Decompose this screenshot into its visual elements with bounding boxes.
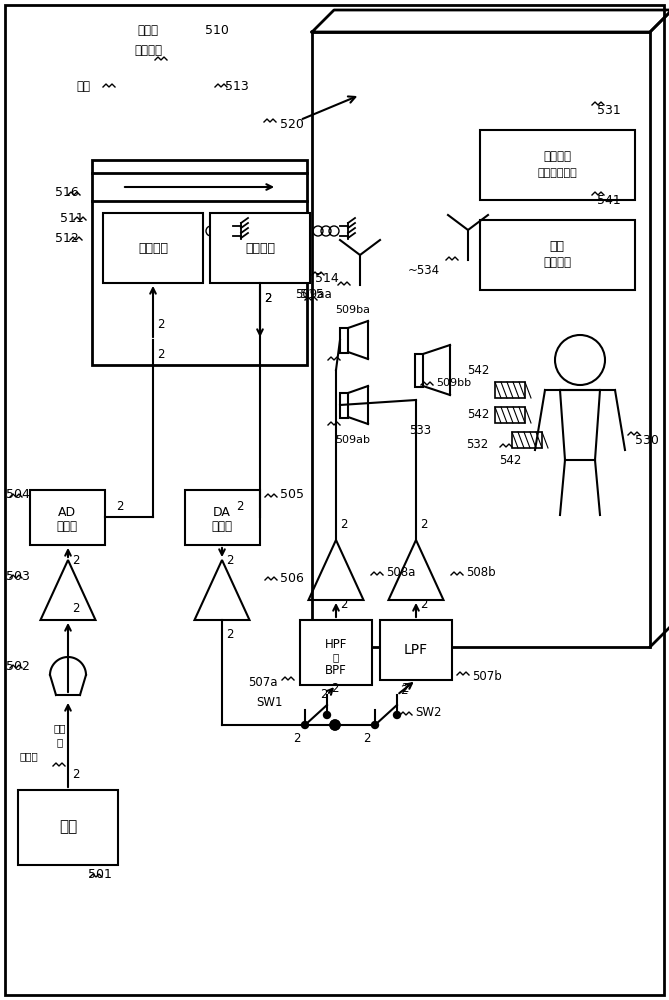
Text: 2: 2 <box>157 318 165 332</box>
Text: 2: 2 <box>420 518 427 532</box>
Bar <box>415 354 423 387</box>
Text: HPF: HPF <box>325 638 347 650</box>
Bar <box>495 407 525 423</box>
Text: 2: 2 <box>264 292 272 304</box>
Text: 2: 2 <box>341 598 348 611</box>
Text: 504: 504 <box>6 488 30 502</box>
Text: SW2: SW2 <box>415 706 442 720</box>
Bar <box>480 220 635 290</box>
Text: 変換器: 変換器 <box>211 520 233 534</box>
Text: 2: 2 <box>236 500 244 514</box>
Text: 530: 530 <box>635 434 659 446</box>
Text: 磁記録部: 磁記録部 <box>138 241 168 254</box>
Text: 520: 520 <box>280 118 304 131</box>
Text: 脳波数据: 脳波数据 <box>543 150 571 163</box>
Text: 542: 542 <box>468 408 490 422</box>
Text: 532: 532 <box>466 438 488 452</box>
Text: 502: 502 <box>6 660 30 672</box>
Text: 2: 2 <box>226 629 233 642</box>
Circle shape <box>393 712 401 718</box>
Text: 音: 音 <box>57 737 63 747</box>
Bar <box>92 160 307 365</box>
Text: 531: 531 <box>597 104 621 116</box>
Bar <box>495 382 525 398</box>
Text: 2: 2 <box>401 682 409 694</box>
Text: 511: 511 <box>60 212 84 225</box>
Text: 拍摄装置: 拍摄装置 <box>543 256 571 269</box>
Text: 2: 2 <box>226 554 233 566</box>
Text: 509aa: 509aa <box>295 288 332 302</box>
Text: 2: 2 <box>72 554 80 566</box>
Text: 508b: 508b <box>466 566 496 580</box>
Bar <box>512 432 542 448</box>
Text: 2: 2 <box>331 682 339 694</box>
Text: 509bb: 509bb <box>436 378 471 388</box>
Text: 503: 503 <box>6 570 30 582</box>
Bar <box>312 32 650 647</box>
Bar <box>103 213 203 283</box>
Text: 2: 2 <box>341 518 348 532</box>
Text: 508a: 508a <box>386 566 415 580</box>
Bar <box>340 393 348 418</box>
Text: 509ab: 509ab <box>335 435 370 445</box>
Bar <box>185 490 260 545</box>
Text: LPF: LPF <box>404 643 428 657</box>
Text: 509ba: 509ba <box>335 305 370 315</box>
Text: 接収記録装置: 接収記録装置 <box>537 168 577 178</box>
Bar <box>300 620 372 685</box>
Text: 542: 542 <box>499 454 521 466</box>
Text: 512: 512 <box>55 232 79 244</box>
Text: 2: 2 <box>320 688 328 702</box>
Circle shape <box>371 722 379 728</box>
Text: 磁帯: 磁帯 <box>76 80 90 93</box>
Text: AD: AD <box>58 506 76 518</box>
Text: 2: 2 <box>264 292 272 304</box>
Bar <box>18 790 118 865</box>
Text: 515: 515 <box>300 288 324 302</box>
Text: 2: 2 <box>400 684 407 696</box>
Text: 或: 或 <box>333 652 339 662</box>
Text: 506: 506 <box>280 572 304 584</box>
Bar <box>380 620 452 680</box>
Text: 505: 505 <box>280 488 304 502</box>
Text: 2: 2 <box>157 349 165 361</box>
Text: 513: 513 <box>225 80 249 93</box>
Text: 533: 533 <box>409 424 431 436</box>
Text: 変換器: 変換器 <box>56 520 78 534</box>
Text: 507a: 507a <box>248 676 278 688</box>
Text: 磁再生部: 磁再生部 <box>245 241 275 254</box>
Bar <box>30 490 105 545</box>
Bar <box>340 328 348 353</box>
Text: 516: 516 <box>55 186 79 200</box>
Text: 2: 2 <box>116 500 124 514</box>
Text: 磁記録: 磁記録 <box>138 23 159 36</box>
Text: 507b: 507b <box>472 670 502 684</box>
Circle shape <box>330 720 340 730</box>
Circle shape <box>324 712 330 718</box>
Text: 541: 541 <box>597 194 621 207</box>
Text: 2: 2 <box>293 732 301 744</box>
Text: 楽器: 楽器 <box>54 723 66 733</box>
Text: SW1: SW1 <box>256 696 283 708</box>
Text: 断层: 断层 <box>549 240 565 253</box>
Text: 楽器音: 楽器音 <box>19 751 38 761</box>
Text: 2: 2 <box>72 601 80 614</box>
Text: 542: 542 <box>468 363 490 376</box>
Circle shape <box>302 722 308 728</box>
Text: ~534: ~534 <box>408 263 440 276</box>
Bar <box>210 213 310 283</box>
Text: 501: 501 <box>88 868 112 882</box>
Text: 510: 510 <box>205 23 229 36</box>
Text: DA: DA <box>213 506 231 518</box>
Text: 2: 2 <box>420 598 427 611</box>
Bar <box>480 130 635 200</box>
Text: 再生装置: 再生装置 <box>134 43 162 56</box>
Text: 木琴: 木琴 <box>59 820 77 834</box>
Circle shape <box>330 720 340 730</box>
Text: 514: 514 <box>315 271 339 284</box>
Text: BPF: BPF <box>325 664 347 676</box>
Text: 2: 2 <box>72 768 80 782</box>
Text: 2: 2 <box>363 732 371 744</box>
